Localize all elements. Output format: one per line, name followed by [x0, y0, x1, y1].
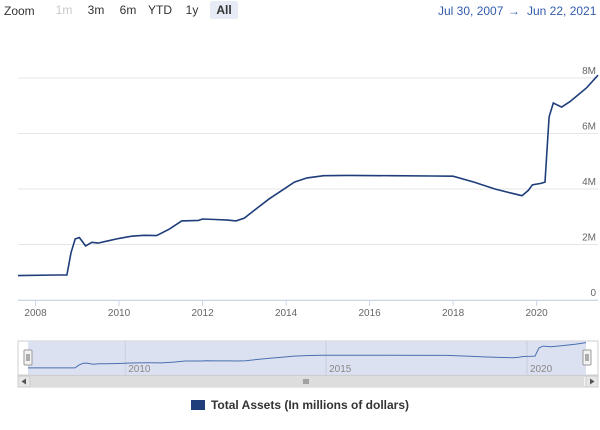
navigator: 2010 2015 2020 — [17, 340, 599, 376]
x-tick-label-2: 2012 — [191, 308, 214, 319]
scrollbar[interactable] — [17, 375, 599, 388]
navigator-series-line — [28, 342, 587, 369]
legend-label: Total Assets (In millions of dollars) — [210, 398, 410, 412]
series-line-total-assets — [17, 74, 599, 277]
x-tick-label-1: 2010 — [108, 308, 131, 319]
y-tick-label-2: 4M — [582, 177, 596, 188]
zoom-3m-button[interactable]: 3m — [87, 3, 105, 17]
zoom-label: Zoom — [4, 4, 35, 18]
scrollbar-thumb[interactable] — [30, 377, 584, 386]
zoom-ytd-button[interactable]: YTD — [148, 3, 172, 17]
navigator-selected-range[interactable] — [28, 341, 586, 375]
range-arrow: → — [508, 4, 520, 18]
y-tick-label-0: 0 — [590, 288, 596, 299]
x-tick-label-0: 2008 — [24, 308, 47, 319]
zoom-1m-button[interactable]: 1m — [55, 3, 73, 17]
x-tick-label-4: 2016 — [358, 308, 381, 319]
x-tick-label-6: 2020 — [525, 308, 548, 319]
x-axis: 2008 2010 2012 2014 2016 2018 2020 — [18, 300, 598, 319]
navigator-labels: 2010 2015 2020 — [128, 364, 552, 375]
scrollbar-left-arrow[interactable] — [17, 375, 31, 388]
main-chart: 0 2M 4M 6M 8M 2008 2010 2012 2014 2016 2018 2020 2… — [17, 66, 599, 388]
y-axis: 0 2M 4M 6M 8M — [582, 66, 596, 299]
y-tick-label-1: 2M — [582, 233, 596, 244]
zoom-1y-button[interactable]: 1y — [185, 3, 199, 17]
legend[interactable]: Total Assets (In millions of dollars) — [0, 398, 600, 412]
y-tick-label-4: 8M — [582, 66, 596, 77]
scrollbar-right-arrow[interactable] — [585, 375, 599, 388]
navigator-handle-right[interactable] — [582, 349, 592, 366]
scrollbar-grip-icon — [303, 379, 309, 384]
navigator-handle-left[interactable] — [23, 349, 33, 366]
navigator-grid — [124, 341, 528, 375]
range-from-date[interactable]: Jul 30, 2007 — [438, 4, 504, 18]
legend-swatch — [190, 400, 205, 410]
navigator-label-0: 2010 — [128, 364, 151, 375]
grid-lines — [18, 77, 598, 301]
navigator-label-1: 2015 — [329, 364, 352, 375]
range-selector: Zoom 1m 3m 6m YTD 1y All Jul 30, 2007 → … — [0, 0, 600, 22]
x-tick-label-5: 2018 — [442, 308, 465, 319]
x-tick-label-3: 2014 — [275, 308, 298, 319]
zoom-6m-button[interactable]: 6m — [119, 3, 137, 17]
zoom-all-button[interactable]: All — [210, 1, 238, 19]
navigator-label-2: 2020 — [530, 364, 553, 375]
y-tick-label-3: 6M — [582, 122, 596, 133]
range-to-date[interactable]: Jun 22, 2021 — [527, 4, 597, 18]
